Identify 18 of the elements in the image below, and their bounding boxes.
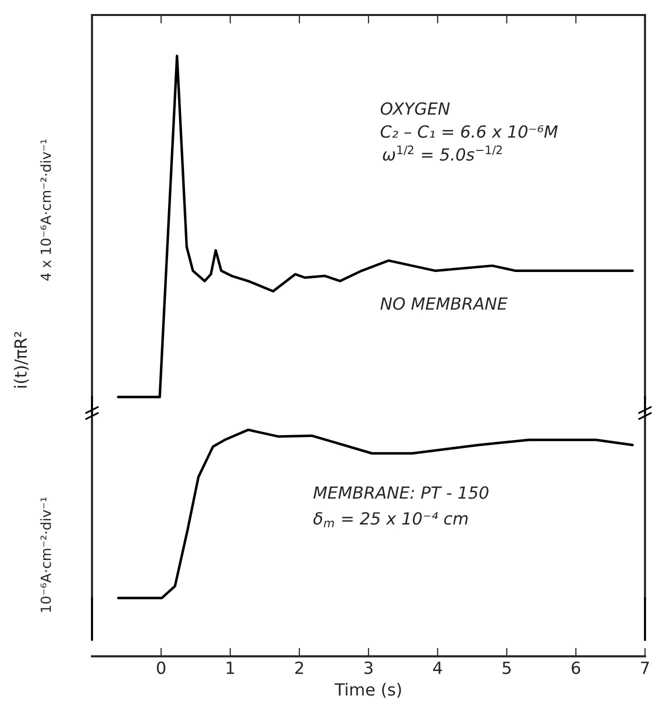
y-axis-title: 4 x 10⁻⁶A·cm⁻²·div⁻¹: [40, 139, 52, 281]
x-tick-label: 3: [364, 661, 372, 674]
annotation: MEMBRANE: PT - 150: [313, 486, 488, 499]
annotation: δ$_{m}$ = 25 x 10⁻⁴ cm: [313, 512, 468, 528]
annotation: OXYGEN: [380, 102, 450, 115]
x-tick-label: 6: [572, 661, 580, 674]
x-tick-label: 1: [226, 662, 234, 674]
x-tick-label: 5: [502, 662, 511, 674]
annotation: C₂ – C₁ = 6.6 x 10⁻⁶M: [380, 125, 558, 138]
y-axis-title: 10⁻⁶A·cm⁻²·div⁻¹: [40, 497, 52, 612]
x-tick-label: 2: [295, 661, 304, 674]
x-tick-label: 7: [641, 662, 649, 674]
x-axis-title: Time (s): [334, 682, 401, 698]
annotation: NO MEMBRANE: [380, 297, 508, 310]
x-tick-label: 4: [433, 662, 442, 674]
annotation: ω$^{1/2}$ = 5.0s$^{−1/2}$: [382, 145, 502, 161]
text: i(t)/πR²: [14, 332, 29, 388]
x-tick-label: 0: [156, 661, 166, 674]
